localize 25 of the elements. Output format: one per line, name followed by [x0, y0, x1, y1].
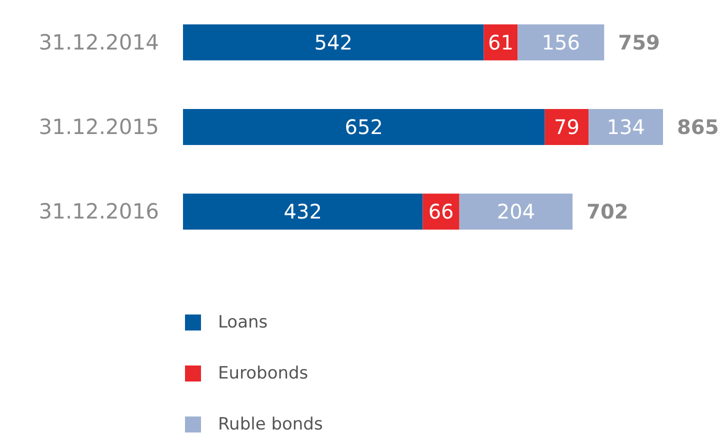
total-label: 865 [677, 115, 719, 139]
bar [183, 24, 484, 60]
total-label: 759 [618, 30, 660, 54]
bar [518, 24, 604, 60]
data-label: 204 [496, 200, 536, 224]
bar [588, 109, 663, 145]
legend-label: Eurobonds [218, 364, 308, 384]
total-label: 702 [586, 200, 628, 224]
data-label: 66 [428, 200, 454, 224]
data-label: 542 [314, 30, 352, 54]
data-label: 61 [488, 30, 514, 54]
y-tick-label: 31.12.2016 [38, 200, 159, 224]
bar [544, 109, 589, 145]
bar [459, 194, 573, 230]
y-tick-label: 31.12.2014 [38, 30, 159, 54]
data-label: 432 [284, 200, 322, 224]
bar [183, 194, 423, 230]
data-label: 156 [542, 30, 580, 54]
data-label: 652 [344, 115, 383, 139]
legend-label: Loans [218, 312, 268, 332]
bar [183, 109, 545, 145]
y-tick-label: 31.12.2015 [38, 115, 159, 139]
data-label: 79 [554, 115, 580, 139]
legend-label: Ruble bonds [218, 414, 323, 434]
data-label: 134 [606, 115, 645, 139]
